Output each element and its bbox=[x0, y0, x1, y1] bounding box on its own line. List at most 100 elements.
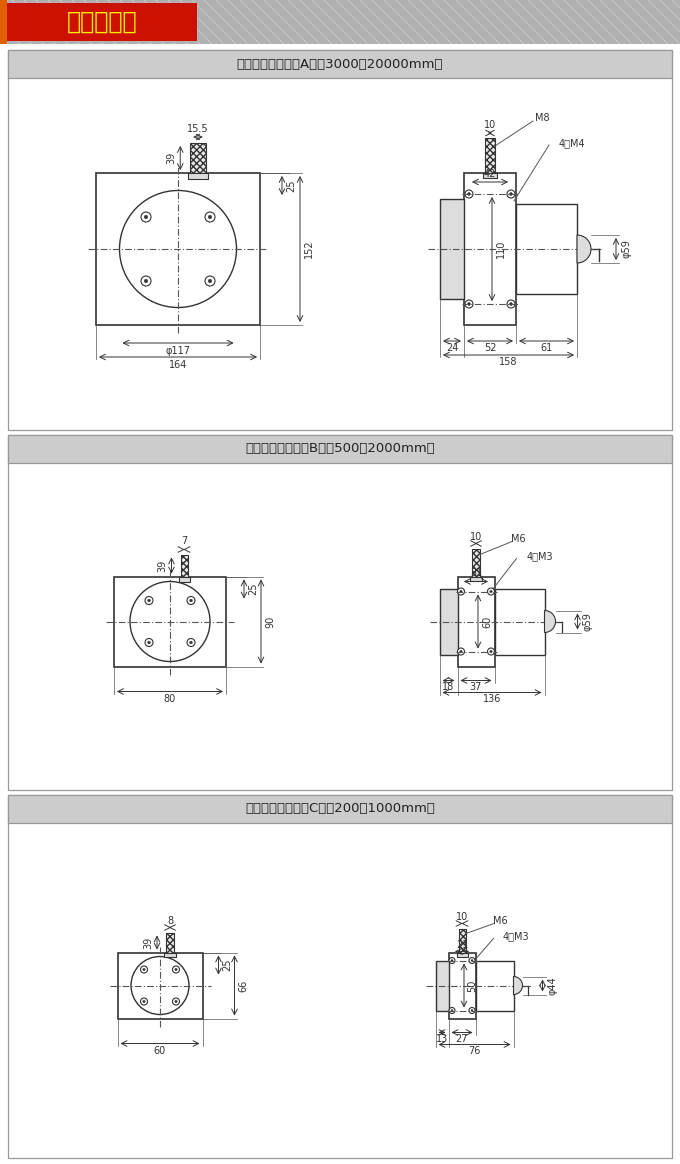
Bar bbox=[180, 554, 188, 576]
Circle shape bbox=[469, 958, 475, 964]
Text: 39: 39 bbox=[143, 936, 153, 949]
Bar bbox=[0, 0, 680, 44]
Bar bbox=[118, 952, 203, 1018]
Bar bbox=[0, 0, 7, 44]
Circle shape bbox=[205, 276, 215, 286]
Polygon shape bbox=[545, 610, 556, 632]
Bar bbox=[166, 932, 174, 952]
Text: 39: 39 bbox=[166, 151, 176, 164]
Text: 66: 66 bbox=[239, 979, 248, 992]
Circle shape bbox=[144, 279, 148, 283]
Circle shape bbox=[490, 651, 492, 653]
Text: 27: 27 bbox=[456, 1035, 469, 1044]
Bar bbox=[188, 173, 208, 179]
Text: 24: 24 bbox=[446, 343, 458, 353]
Text: 安装示意图: 安装示意图 bbox=[67, 10, 137, 34]
Circle shape bbox=[145, 596, 153, 604]
Circle shape bbox=[465, 190, 473, 198]
Text: φ59: φ59 bbox=[621, 240, 631, 258]
Text: 42: 42 bbox=[483, 169, 496, 179]
Circle shape bbox=[488, 648, 494, 655]
Text: φ44: φ44 bbox=[547, 977, 558, 995]
Circle shape bbox=[460, 651, 462, 653]
Bar bbox=[8, 435, 672, 790]
Circle shape bbox=[471, 1009, 473, 1012]
Text: 31: 31 bbox=[470, 568, 482, 579]
Circle shape bbox=[490, 590, 492, 592]
Circle shape bbox=[144, 215, 148, 219]
Bar bbox=[164, 952, 176, 957]
Circle shape bbox=[143, 1000, 146, 1002]
Circle shape bbox=[175, 968, 177, 971]
Circle shape bbox=[141, 998, 148, 1005]
Text: 4－M4: 4－M4 bbox=[559, 139, 585, 148]
Circle shape bbox=[205, 212, 215, 222]
Bar bbox=[7, 3, 197, 41]
Text: 8: 8 bbox=[167, 916, 173, 925]
Circle shape bbox=[148, 599, 150, 602]
Circle shape bbox=[190, 641, 192, 644]
Circle shape bbox=[141, 966, 148, 973]
Text: 52: 52 bbox=[483, 343, 496, 353]
Text: 拉钢索式结构（中B型：500－2000mm）: 拉钢索式结构（中B型：500－2000mm） bbox=[245, 442, 435, 455]
Bar bbox=[449, 952, 475, 1018]
Circle shape bbox=[449, 958, 455, 964]
Bar bbox=[8, 795, 672, 1158]
Text: 4－M3: 4－M3 bbox=[503, 931, 529, 942]
Text: 10: 10 bbox=[470, 532, 482, 541]
Circle shape bbox=[509, 192, 513, 196]
Text: 37: 37 bbox=[470, 682, 482, 693]
Circle shape bbox=[143, 968, 146, 971]
Bar bbox=[439, 589, 458, 654]
Text: 39: 39 bbox=[158, 560, 167, 572]
Bar bbox=[190, 143, 206, 173]
Circle shape bbox=[141, 212, 151, 222]
Polygon shape bbox=[577, 235, 591, 263]
Text: M6: M6 bbox=[511, 533, 526, 544]
Text: 60: 60 bbox=[482, 616, 492, 627]
Bar bbox=[464, 173, 516, 325]
Text: 90: 90 bbox=[265, 616, 275, 627]
Text: 136: 136 bbox=[483, 695, 501, 704]
Text: 10: 10 bbox=[484, 120, 496, 130]
Bar bbox=[516, 204, 577, 294]
Circle shape bbox=[208, 215, 211, 219]
Text: 4－M3: 4－M3 bbox=[526, 552, 553, 561]
Circle shape bbox=[187, 596, 195, 604]
Text: 15.5: 15.5 bbox=[187, 125, 209, 134]
Circle shape bbox=[469, 1008, 475, 1014]
Text: 7: 7 bbox=[181, 537, 187, 547]
Text: 10: 10 bbox=[456, 911, 468, 922]
Circle shape bbox=[175, 1000, 177, 1002]
Circle shape bbox=[458, 648, 464, 655]
Text: 110: 110 bbox=[496, 240, 506, 258]
Bar bbox=[470, 576, 482, 581]
Bar bbox=[472, 548, 480, 576]
Circle shape bbox=[451, 1009, 453, 1012]
Circle shape bbox=[465, 300, 473, 308]
Bar bbox=[8, 50, 672, 78]
Circle shape bbox=[190, 599, 192, 602]
Text: 25: 25 bbox=[248, 583, 258, 595]
Bar bbox=[483, 173, 497, 178]
Text: φ117: φ117 bbox=[165, 346, 190, 356]
Bar bbox=[485, 139, 495, 173]
Bar bbox=[435, 960, 449, 1010]
Bar bbox=[114, 576, 226, 667]
Text: 61: 61 bbox=[541, 343, 553, 353]
Bar bbox=[458, 929, 466, 952]
Text: 18: 18 bbox=[443, 682, 455, 693]
Circle shape bbox=[458, 588, 464, 595]
Text: 158: 158 bbox=[499, 357, 517, 367]
Circle shape bbox=[460, 590, 462, 592]
Text: 21: 21 bbox=[456, 939, 469, 950]
Text: 152: 152 bbox=[304, 240, 314, 258]
Text: M6: M6 bbox=[493, 916, 507, 925]
Circle shape bbox=[507, 300, 515, 308]
Text: 80: 80 bbox=[164, 695, 176, 704]
Circle shape bbox=[507, 190, 515, 198]
Circle shape bbox=[145, 639, 153, 646]
Bar bbox=[475, 960, 513, 1010]
Polygon shape bbox=[513, 977, 522, 994]
Circle shape bbox=[141, 276, 151, 286]
